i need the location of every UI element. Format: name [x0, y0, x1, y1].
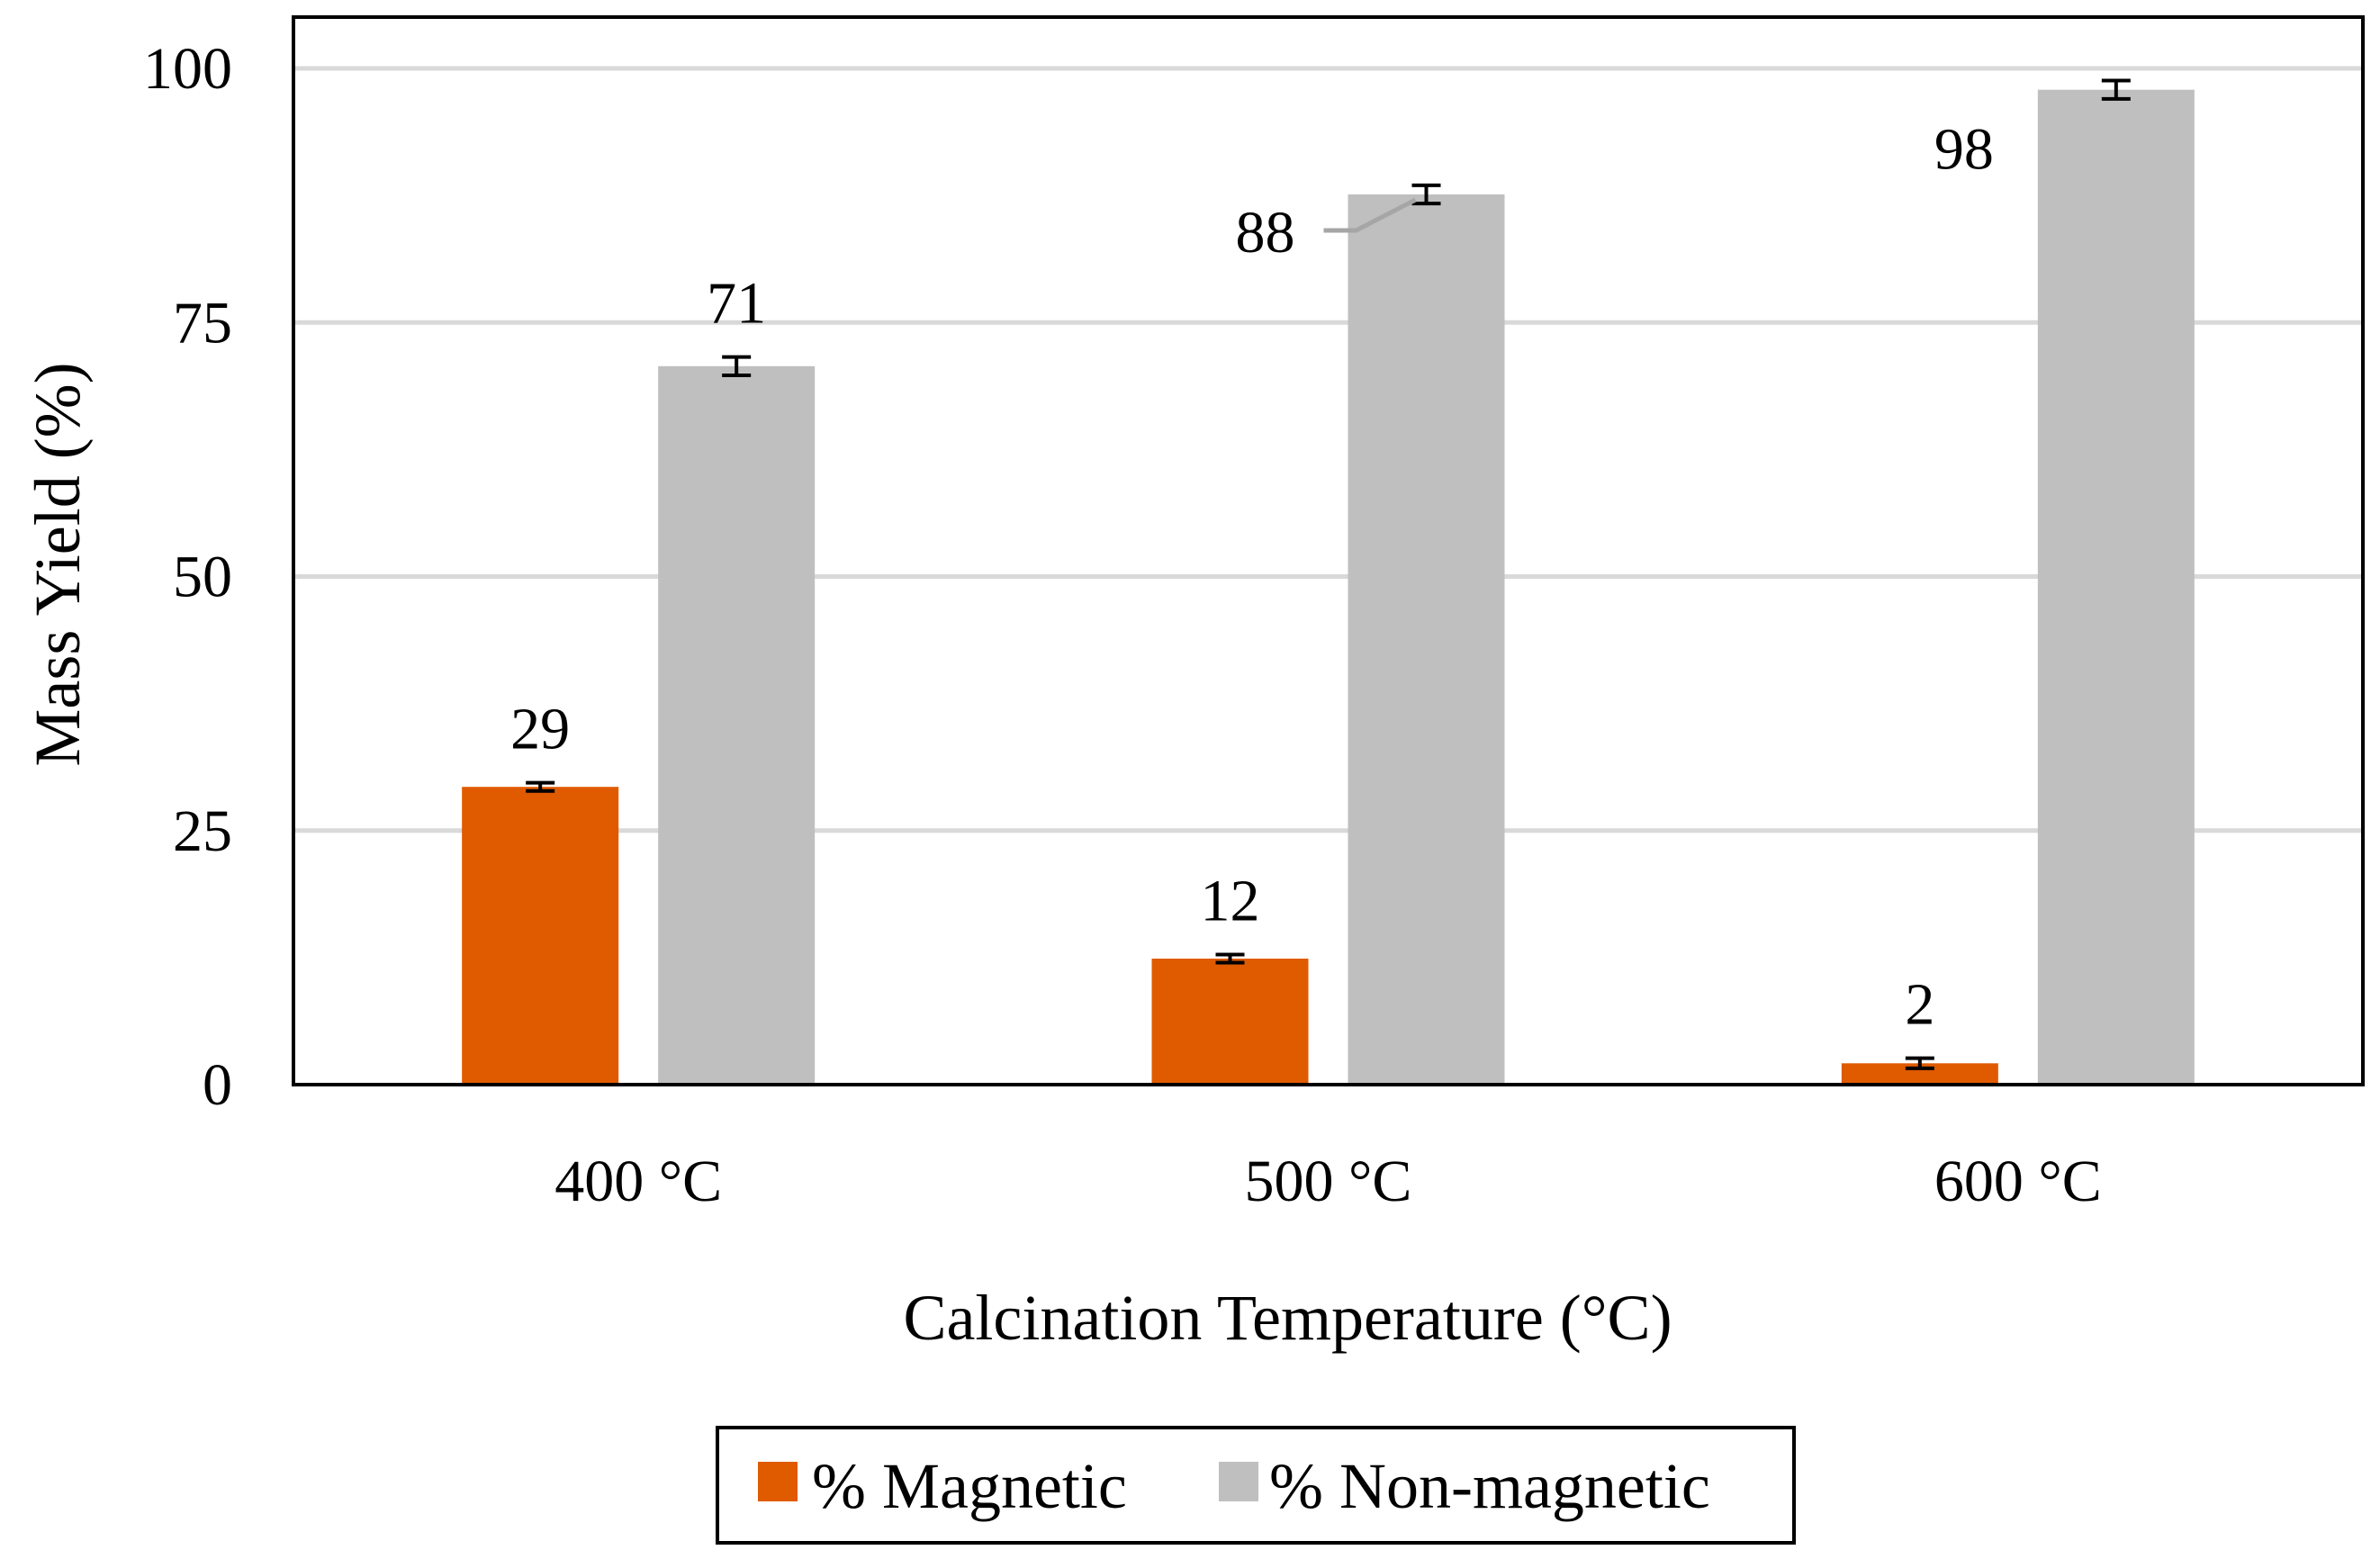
- legend-label-non-magnetic: % Non-magnetic: [1269, 1450, 1710, 1522]
- x-tick-label-500-c: 500 °C: [1245, 1149, 1412, 1214]
- bar-non-magnetic-600-c: [2037, 89, 2195, 1086]
- legend-swatch-non-magnetic: [1219, 1462, 1258, 1501]
- data-label-leader-line: [1323, 197, 1417, 233]
- bar-magnetic-600-c: [1841, 1063, 1998, 1085]
- bar-non-magnetic-400-c: [658, 365, 816, 1085]
- data-label-non-magnetic-600-c: 98: [1934, 117, 1994, 183]
- x-tick-label-400-c: 400 °C: [554, 1149, 722, 1214]
- data-label-non-magnetic-500-c: 88: [1236, 200, 1295, 266]
- gridlines: [293, 66, 2363, 834]
- data-label-non-magnetic-400-c: 71: [707, 271, 766, 337]
- bar-magnetic-400-c: [462, 787, 619, 1085]
- bar-non-magnetic-500-c: [1348, 194, 1505, 1086]
- error-bar-magnetic-600-c: [1905, 1056, 1934, 1070]
- error-bar-magnetic-500-c: [1215, 952, 1245, 965]
- y-tick-labels: 0 25 50 75 100: [143, 36, 232, 1118]
- y-tick-label-100: 100: [143, 36, 232, 102]
- data-label-magnetic-400-c: 29: [510, 697, 570, 762]
- bars: [462, 89, 2195, 1086]
- x-axis-title: Calcination Temperature (°C): [903, 1282, 1672, 1354]
- y-tick-label-50: 50: [173, 545, 232, 610]
- error-bar-magnetic-400-c: [526, 780, 555, 793]
- error-bars: [526, 78, 2131, 1070]
- data-label-magnetic-600-c: 2: [1905, 972, 1934, 1038]
- x-tick-label-600-c: 600 °C: [1934, 1149, 2102, 1214]
- y-axis-title: Mass Yield (%): [22, 362, 94, 766]
- error-bar-non-magnetic-500-c: [1411, 183, 1441, 206]
- x-tick-labels: 400 °C 500 °C 600 °C: [554, 1149, 2102, 1214]
- y-tick-label-25: 25: [173, 798, 232, 864]
- bar-magnetic-500-c: [1151, 959, 1309, 1085]
- y-tick-label-75: 75: [173, 290, 232, 356]
- data-label-magnetic-500-c: 12: [1201, 868, 1260, 933]
- legend-label-magnetic: % Magnetic: [812, 1450, 1127, 1522]
- legend: % Magnetic % Non-magnetic: [716, 1426, 1796, 1545]
- error-bar-non-magnetic-400-c: [722, 355, 752, 377]
- legend-swatch-magnetic: [758, 1462, 798, 1501]
- data-labels: 29 71 12 88 2 98: [510, 117, 1994, 1038]
- y-tick-label-0: 0: [203, 1052, 232, 1118]
- error-bar-non-magnetic-600-c: [2101, 78, 2131, 101]
